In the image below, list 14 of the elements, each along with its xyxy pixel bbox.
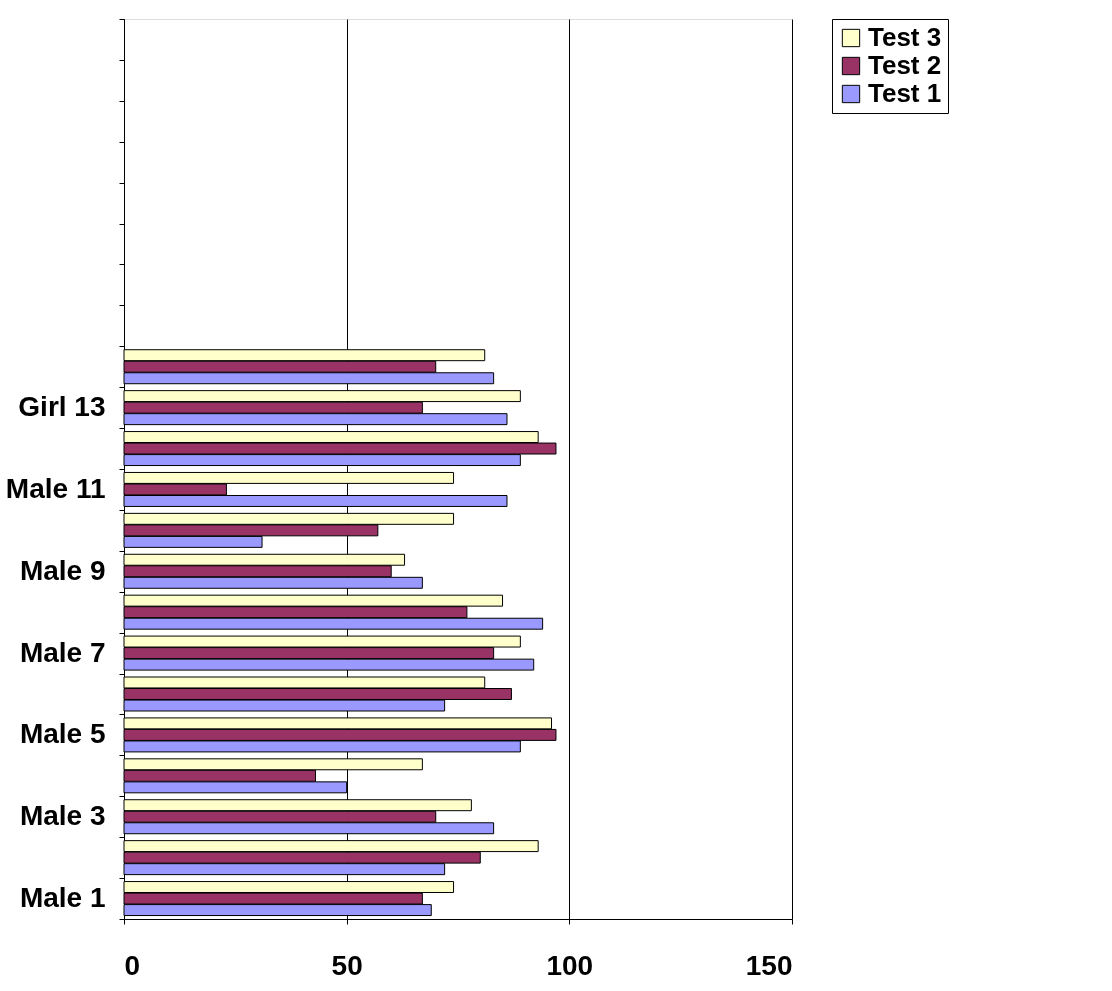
x-tick-label: 150 [745,949,793,981]
x-tick-label: 100 [546,949,594,981]
y-tick-label: Girl 13 [18,391,106,423]
x-tick-label: 0 [124,949,141,981]
y-tick-label: Male 3 [19,800,106,832]
legend-label: Test 3 [868,22,942,52]
x-tick-label: 50 [331,949,363,981]
y-tick-label: Male 11 [5,472,106,504]
y-tick-label: Male 5 [19,718,106,750]
y-tick-label: Male 9 [19,554,106,586]
legend-label: Test 1 [868,78,942,108]
legend-label: Test 2 [868,50,942,80]
y-tick-label: Male 7 [19,636,106,668]
y-tick-label: Male 1 [19,882,106,914]
